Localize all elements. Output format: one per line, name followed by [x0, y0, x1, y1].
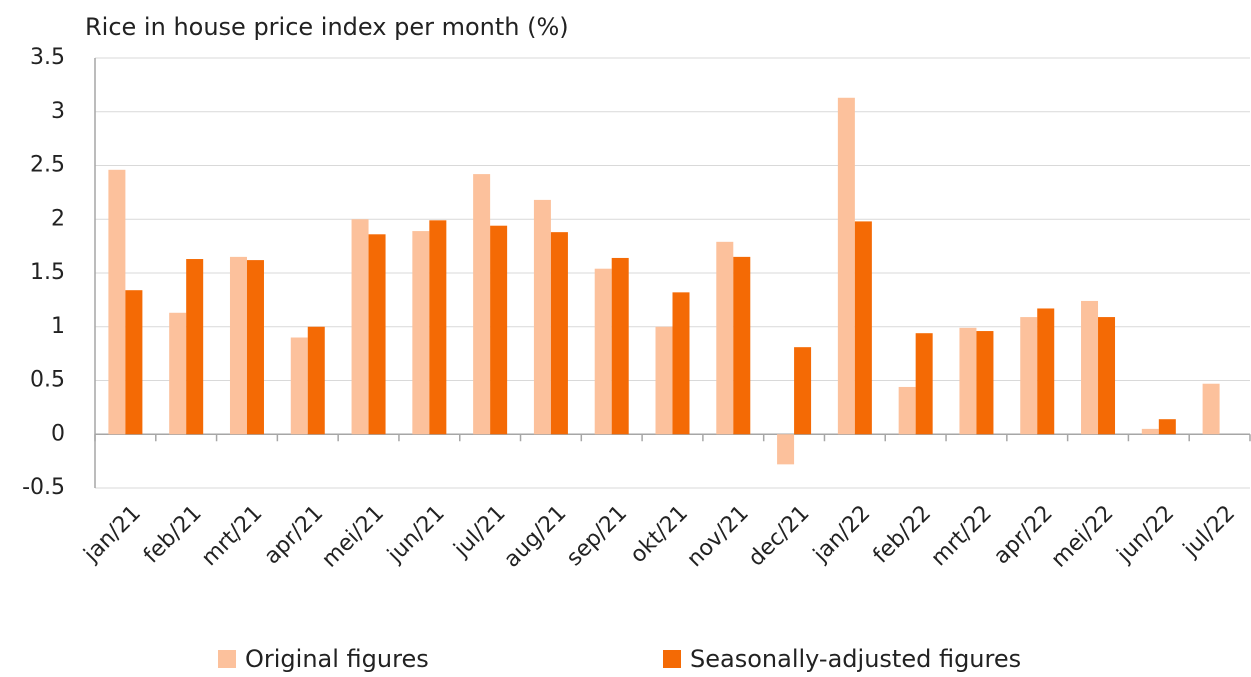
bar	[186, 259, 204, 435]
bar	[716, 241, 734, 435]
bar	[108, 169, 126, 435]
y-tick-label: 0.5	[30, 368, 65, 393]
x-tick-label: feb/21	[139, 501, 207, 569]
bar	[290, 337, 308, 435]
bar	[473, 174, 491, 435]
x-tick-label: mei/22	[1047, 501, 1119, 573]
x-tick-label: jan/21	[79, 501, 146, 568]
y-tick-label: 3.5	[30, 45, 65, 70]
chart-title: Rice in house price index per month (%)	[85, 13, 569, 41]
y-tick-label: 2	[51, 206, 65, 231]
x-tick-label: apr/22	[989, 501, 1058, 570]
bar	[1202, 383, 1220, 435]
bar	[1081, 300, 1099, 435]
y-tick-label: 1.5	[30, 260, 65, 285]
bar	[412, 231, 430, 435]
x-tick-label: mrt/22	[927, 501, 997, 571]
bar	[611, 257, 629, 435]
bar	[1020, 317, 1038, 435]
x-tick-label: jun/22	[1112, 501, 1179, 568]
x-tick-label: sep/21	[562, 501, 632, 571]
legend-label: Seasonally-adjusted figures	[690, 645, 1021, 673]
bar	[777, 434, 795, 465]
bar	[915, 333, 933, 435]
bar	[959, 327, 977, 435]
legend-swatch	[663, 650, 681, 668]
bar	[898, 386, 916, 435]
bar	[1098, 317, 1116, 435]
x-tick-label: dec/21	[744, 501, 815, 572]
y-tick-label: 2.5	[30, 153, 65, 178]
bar	[169, 312, 187, 435]
bar	[1037, 308, 1055, 435]
x-tick-label: mei/21	[317, 501, 389, 573]
bar	[1158, 419, 1176, 435]
x-tick-label: apr/21	[260, 501, 329, 570]
legend-swatch	[218, 650, 236, 668]
bar	[307, 326, 325, 435]
bar	[246, 260, 264, 435]
bar	[351, 219, 369, 435]
bar	[229, 256, 247, 435]
bar	[837, 97, 855, 435]
bar	[429, 220, 447, 435]
y-tick-label: -0.5	[22, 475, 65, 500]
y-tick-label: 1	[51, 314, 65, 339]
bar	[1141, 428, 1159, 435]
bar	[125, 290, 143, 435]
bar	[368, 234, 386, 435]
bar	[490, 225, 508, 435]
x-tick-label: okt/21	[626, 501, 693, 568]
x-tick-label: jun/21	[382, 501, 449, 568]
x-tick-label: feb/22	[869, 501, 937, 569]
x-tick-label: aug/21	[499, 501, 571, 573]
bar	[594, 268, 612, 435]
bar	[854, 221, 872, 435]
x-tick-label: nov/21	[682, 501, 753, 572]
y-tick-label: 0	[51, 421, 65, 446]
bar	[733, 256, 751, 435]
bar	[672, 292, 690, 435]
x-tick-label: jan/22	[808, 501, 875, 568]
bar	[550, 232, 568, 435]
bar	[794, 347, 812, 435]
bar	[976, 331, 994, 435]
bar	[533, 199, 551, 435]
bar	[655, 326, 673, 435]
x-tick-label: jul/22	[1178, 501, 1240, 563]
legend-label: Original figures	[245, 645, 429, 673]
y-tick-label: 3	[51, 99, 65, 124]
x-tick-label: mrt/21	[197, 501, 267, 571]
